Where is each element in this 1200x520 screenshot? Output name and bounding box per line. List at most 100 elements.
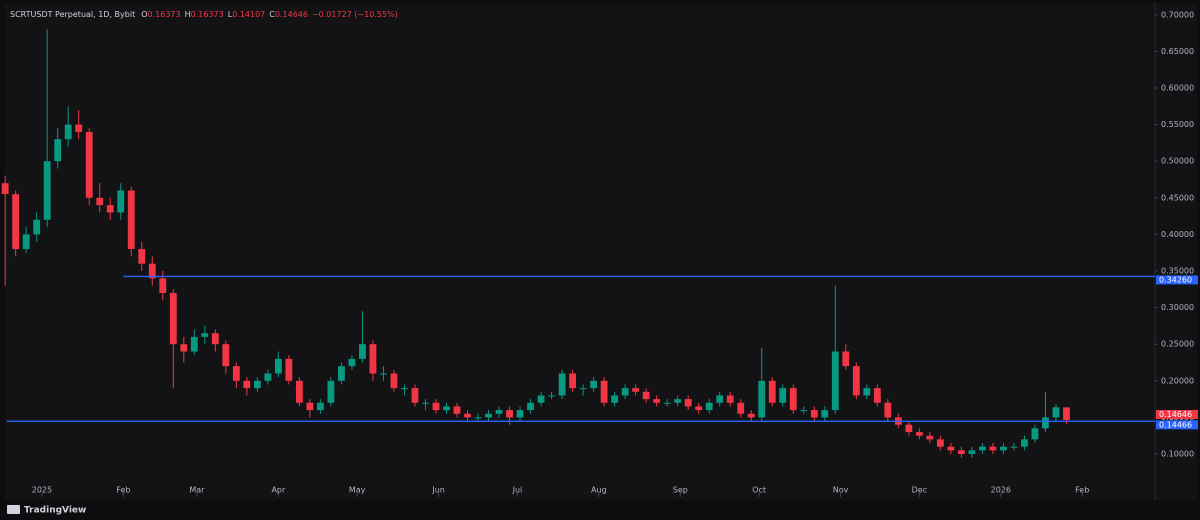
x-tick-label: Apr bbox=[271, 486, 286, 495]
candle-body bbox=[1063, 407, 1070, 420]
candle-body bbox=[537, 395, 545, 403]
candle-body bbox=[779, 388, 787, 403]
level-label: 0.34260 bbox=[1159, 275, 1192, 284]
candle-body bbox=[474, 417, 482, 419]
candle-body bbox=[506, 410, 513, 418]
candle-body bbox=[632, 388, 640, 392]
y-tick-label: 0.20000 bbox=[1161, 376, 1194, 385]
candle-body bbox=[642, 391, 650, 400]
x-tick-label: Feb bbox=[1075, 486, 1089, 495]
candle-body bbox=[495, 410, 503, 414]
candle-body bbox=[169, 292, 177, 345]
candle-body bbox=[243, 380, 251, 389]
candle-body bbox=[558, 373, 566, 396]
brand-name: TradingView bbox=[24, 506, 86, 516]
candle-body bbox=[852, 366, 860, 396]
candle-body bbox=[842, 351, 850, 367]
candle-body bbox=[338, 366, 345, 381]
y-tick-label: 0.30000 bbox=[1161, 303, 1194, 312]
candle-body bbox=[873, 388, 881, 403]
candle-body bbox=[401, 388, 408, 390]
candle-body bbox=[863, 388, 871, 396]
candle-body bbox=[138, 249, 146, 264]
candle-body bbox=[1010, 446, 1018, 448]
y-tick-label: 0.25000 bbox=[1161, 340, 1194, 349]
candle-body bbox=[978, 446, 986, 451]
candle-body bbox=[695, 406, 703, 411]
candle-body bbox=[106, 205, 114, 213]
candle-body bbox=[85, 131, 93, 198]
ohlc-value: 0.14646 bbox=[275, 10, 308, 19]
x-tick-label: 2026 bbox=[991, 486, 1011, 495]
candle-body bbox=[747, 413, 755, 418]
last-price-label: 0.14646 bbox=[1159, 410, 1192, 419]
x-tick-label: Oct bbox=[752, 486, 766, 495]
logo bbox=[7, 505, 20, 514]
candle-body bbox=[1021, 439, 1028, 447]
candle-body bbox=[264, 373, 272, 381]
candle-body bbox=[684, 399, 692, 407]
candle-body bbox=[369, 344, 377, 374]
candle-body bbox=[1031, 428, 1039, 440]
candle-body bbox=[64, 124, 72, 140]
candle-body bbox=[705, 402, 713, 411]
candle-body bbox=[768, 380, 776, 403]
candle-body bbox=[359, 344, 366, 359]
y-tick-label: 0.35000 bbox=[1161, 266, 1194, 275]
candle-body bbox=[936, 439, 944, 447]
candle-body bbox=[1, 183, 9, 195]
ohlc-value: 0.16373 bbox=[191, 10, 224, 19]
candle-body bbox=[348, 358, 356, 367]
ohlc-key: L bbox=[228, 10, 233, 19]
candle-body bbox=[222, 344, 230, 367]
level-tag bbox=[1156, 420, 1198, 430]
candle-body bbox=[211, 333, 219, 345]
candle-body bbox=[306, 402, 314, 411]
candle-body bbox=[43, 161, 51, 220]
y-tick-label: 0.60000 bbox=[1161, 83, 1194, 92]
candle-body bbox=[190, 336, 198, 352]
x-tick-label: Nov bbox=[833, 486, 849, 495]
ohlc-value: 0.14107 bbox=[232, 10, 265, 19]
candle-body bbox=[411, 388, 419, 403]
candle-body bbox=[653, 399, 661, 403]
candle-body bbox=[96, 197, 104, 206]
candle-body bbox=[380, 373, 387, 375]
x-tick-label: Jun bbox=[431, 486, 445, 495]
candle-body bbox=[22, 234, 30, 250]
ohlc-key: H bbox=[185, 10, 191, 19]
candle-body bbox=[253, 380, 261, 389]
ohlc-key: C bbox=[269, 10, 275, 19]
candle-body bbox=[117, 190, 125, 213]
candle-body bbox=[274, 358, 282, 374]
last-price-tag bbox=[1156, 409, 1198, 419]
candle-body bbox=[316, 402, 324, 411]
x-tick-label: Feb bbox=[116, 486, 130, 495]
candle-body bbox=[485, 413, 492, 418]
x-tick-label: Aug bbox=[591, 486, 607, 495]
y-tick-label: 0.55000 bbox=[1161, 120, 1194, 129]
candle-body bbox=[464, 413, 471, 418]
candle-body bbox=[884, 402, 892, 418]
candle-body bbox=[548, 395, 555, 397]
candle-body bbox=[285, 358, 293, 381]
candle-body bbox=[33, 219, 41, 235]
candle-body bbox=[159, 278, 167, 293]
y-tick-label: 0.70000 bbox=[1161, 10, 1194, 19]
legend-text: SCRTUSDT Perpetual, 1D, Bybit O0.16373 H0.… bbox=[10, 10, 398, 19]
candle-body bbox=[569, 373, 577, 389]
legend: SCRTUSDT Perpetual, 1D, Bybit O0.16373 H0.… bbox=[10, 10, 398, 19]
candle-body bbox=[989, 446, 997, 451]
candle-body bbox=[611, 395, 619, 403]
candle-body bbox=[663, 402, 671, 404]
x-tick-label: Sep bbox=[673, 486, 688, 495]
candle-body bbox=[957, 450, 965, 455]
change: −0.01727 (−10.55%) bbox=[312, 10, 398, 19]
candle-body bbox=[579, 388, 587, 390]
ohlc-value: 0.16373 bbox=[148, 10, 181, 19]
candle-body bbox=[800, 410, 808, 412]
candle-body bbox=[621, 388, 629, 396]
y-tick-label: 0.65000 bbox=[1161, 47, 1194, 56]
